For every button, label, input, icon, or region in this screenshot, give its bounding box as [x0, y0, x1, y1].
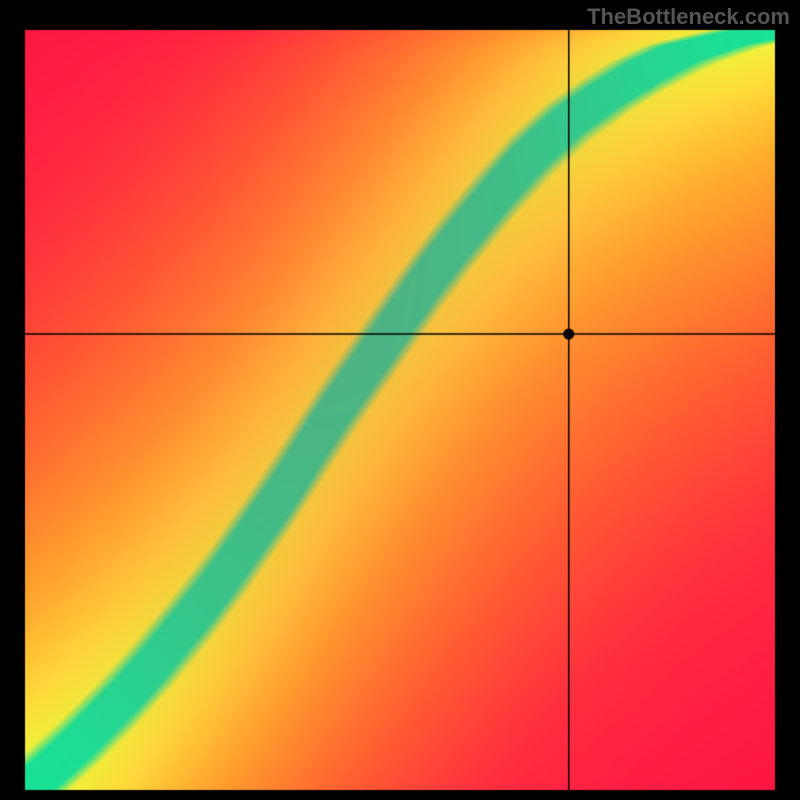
bottleneck-heatmap — [0, 0, 800, 800]
watermark-text: TheBottleneck.com — [587, 4, 790, 30]
chart-container: TheBottleneck.com — [0, 0, 800, 800]
